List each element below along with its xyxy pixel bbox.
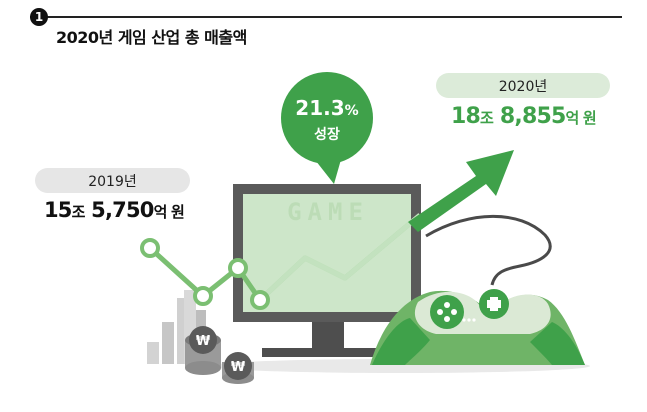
step-number-badge: 1 bbox=[30, 8, 48, 26]
game-controller-icon bbox=[370, 289, 585, 365]
revenue-2020: 18조 8,855억 원 bbox=[451, 104, 597, 129]
header-rule bbox=[30, 16, 622, 18]
revenue-2019: 15조 5,750억 원 bbox=[44, 198, 185, 222]
controller-cable bbox=[425, 214, 552, 286]
growth-speech-bubble bbox=[281, 72, 373, 184]
coin-stack-icon: ₩ ₩ bbox=[147, 290, 254, 384]
page-title: 2020년 게임 산업 총 매출액 bbox=[56, 28, 247, 47]
trend-point bbox=[140, 238, 160, 258]
svg-text:₩: ₩ bbox=[231, 360, 246, 375]
trend-point bbox=[193, 286, 213, 306]
growth-percent: 21.3% bbox=[295, 96, 359, 120]
growth-arrow-icon bbox=[408, 150, 514, 232]
year-2020-label: 2020년 bbox=[436, 73, 610, 98]
year-2019-label: 2019년 bbox=[35, 168, 190, 193]
trend-point bbox=[250, 290, 270, 310]
growth-label: 성장 bbox=[314, 127, 340, 143]
trend-point bbox=[228, 258, 248, 278]
svg-text:₩: ₩ bbox=[196, 334, 211, 349]
monitor-icon bbox=[233, 184, 421, 357]
monitor-screen-text: GAME bbox=[287, 198, 369, 226]
